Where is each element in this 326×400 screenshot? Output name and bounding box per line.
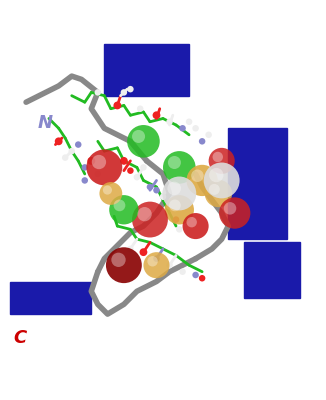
- Circle shape: [191, 170, 204, 182]
- Circle shape: [209, 184, 220, 195]
- Circle shape: [176, 226, 183, 232]
- Circle shape: [113, 102, 121, 109]
- Circle shape: [127, 167, 134, 174]
- Circle shape: [137, 106, 143, 112]
- Circle shape: [186, 118, 192, 125]
- Circle shape: [103, 186, 112, 195]
- Circle shape: [153, 256, 160, 262]
- Circle shape: [179, 125, 186, 132]
- Circle shape: [138, 207, 152, 221]
- Circle shape: [134, 174, 140, 180]
- Circle shape: [219, 197, 250, 229]
- Circle shape: [109, 195, 139, 224]
- Circle shape: [127, 125, 160, 158]
- Circle shape: [140, 248, 147, 256]
- Circle shape: [99, 182, 122, 205]
- Circle shape: [92, 155, 106, 169]
- Circle shape: [121, 89, 127, 96]
- Circle shape: [87, 157, 95, 165]
- Circle shape: [186, 217, 197, 227]
- Circle shape: [153, 111, 160, 119]
- Circle shape: [205, 180, 232, 207]
- Circle shape: [224, 202, 236, 215]
- Circle shape: [186, 165, 218, 196]
- Circle shape: [192, 272, 199, 278]
- Text: N: N: [37, 114, 52, 132]
- Circle shape: [153, 187, 160, 194]
- Circle shape: [205, 132, 212, 138]
- Circle shape: [75, 141, 82, 148]
- Circle shape: [173, 216, 179, 223]
- Polygon shape: [104, 44, 189, 96]
- Circle shape: [213, 152, 223, 162]
- Circle shape: [127, 86, 134, 92]
- Circle shape: [165, 195, 194, 224]
- Circle shape: [127, 246, 134, 252]
- Circle shape: [113, 200, 125, 211]
- Circle shape: [192, 125, 199, 132]
- Circle shape: [82, 164, 88, 171]
- Circle shape: [62, 154, 68, 161]
- Circle shape: [209, 168, 224, 182]
- Circle shape: [166, 118, 173, 125]
- Polygon shape: [228, 128, 287, 239]
- Circle shape: [199, 275, 205, 282]
- Circle shape: [82, 177, 88, 184]
- Circle shape: [179, 268, 186, 275]
- Circle shape: [95, 89, 101, 96]
- Circle shape: [168, 182, 181, 195]
- Circle shape: [166, 262, 173, 268]
- Circle shape: [163, 151, 196, 184]
- Circle shape: [132, 202, 168, 238]
- Circle shape: [86, 150, 122, 185]
- Polygon shape: [244, 242, 300, 298]
- Circle shape: [183, 213, 209, 239]
- Circle shape: [160, 194, 166, 200]
- Circle shape: [95, 171, 101, 177]
- Circle shape: [120, 157, 128, 165]
- Circle shape: [147, 184, 153, 190]
- Circle shape: [147, 256, 158, 266]
- Circle shape: [169, 200, 181, 211]
- Text: C: C: [13, 330, 26, 348]
- Circle shape: [162, 176, 196, 210]
- Circle shape: [209, 148, 235, 174]
- Circle shape: [199, 138, 205, 144]
- Circle shape: [168, 156, 181, 169]
- Circle shape: [204, 162, 240, 198]
- Circle shape: [166, 203, 173, 210]
- Circle shape: [143, 252, 170, 278]
- Polygon shape: [10, 282, 91, 314]
- Circle shape: [106, 247, 142, 283]
- Circle shape: [55, 138, 63, 145]
- Circle shape: [111, 253, 126, 267]
- Circle shape: [132, 130, 145, 143]
- Circle shape: [68, 148, 75, 154]
- Circle shape: [140, 164, 147, 171]
